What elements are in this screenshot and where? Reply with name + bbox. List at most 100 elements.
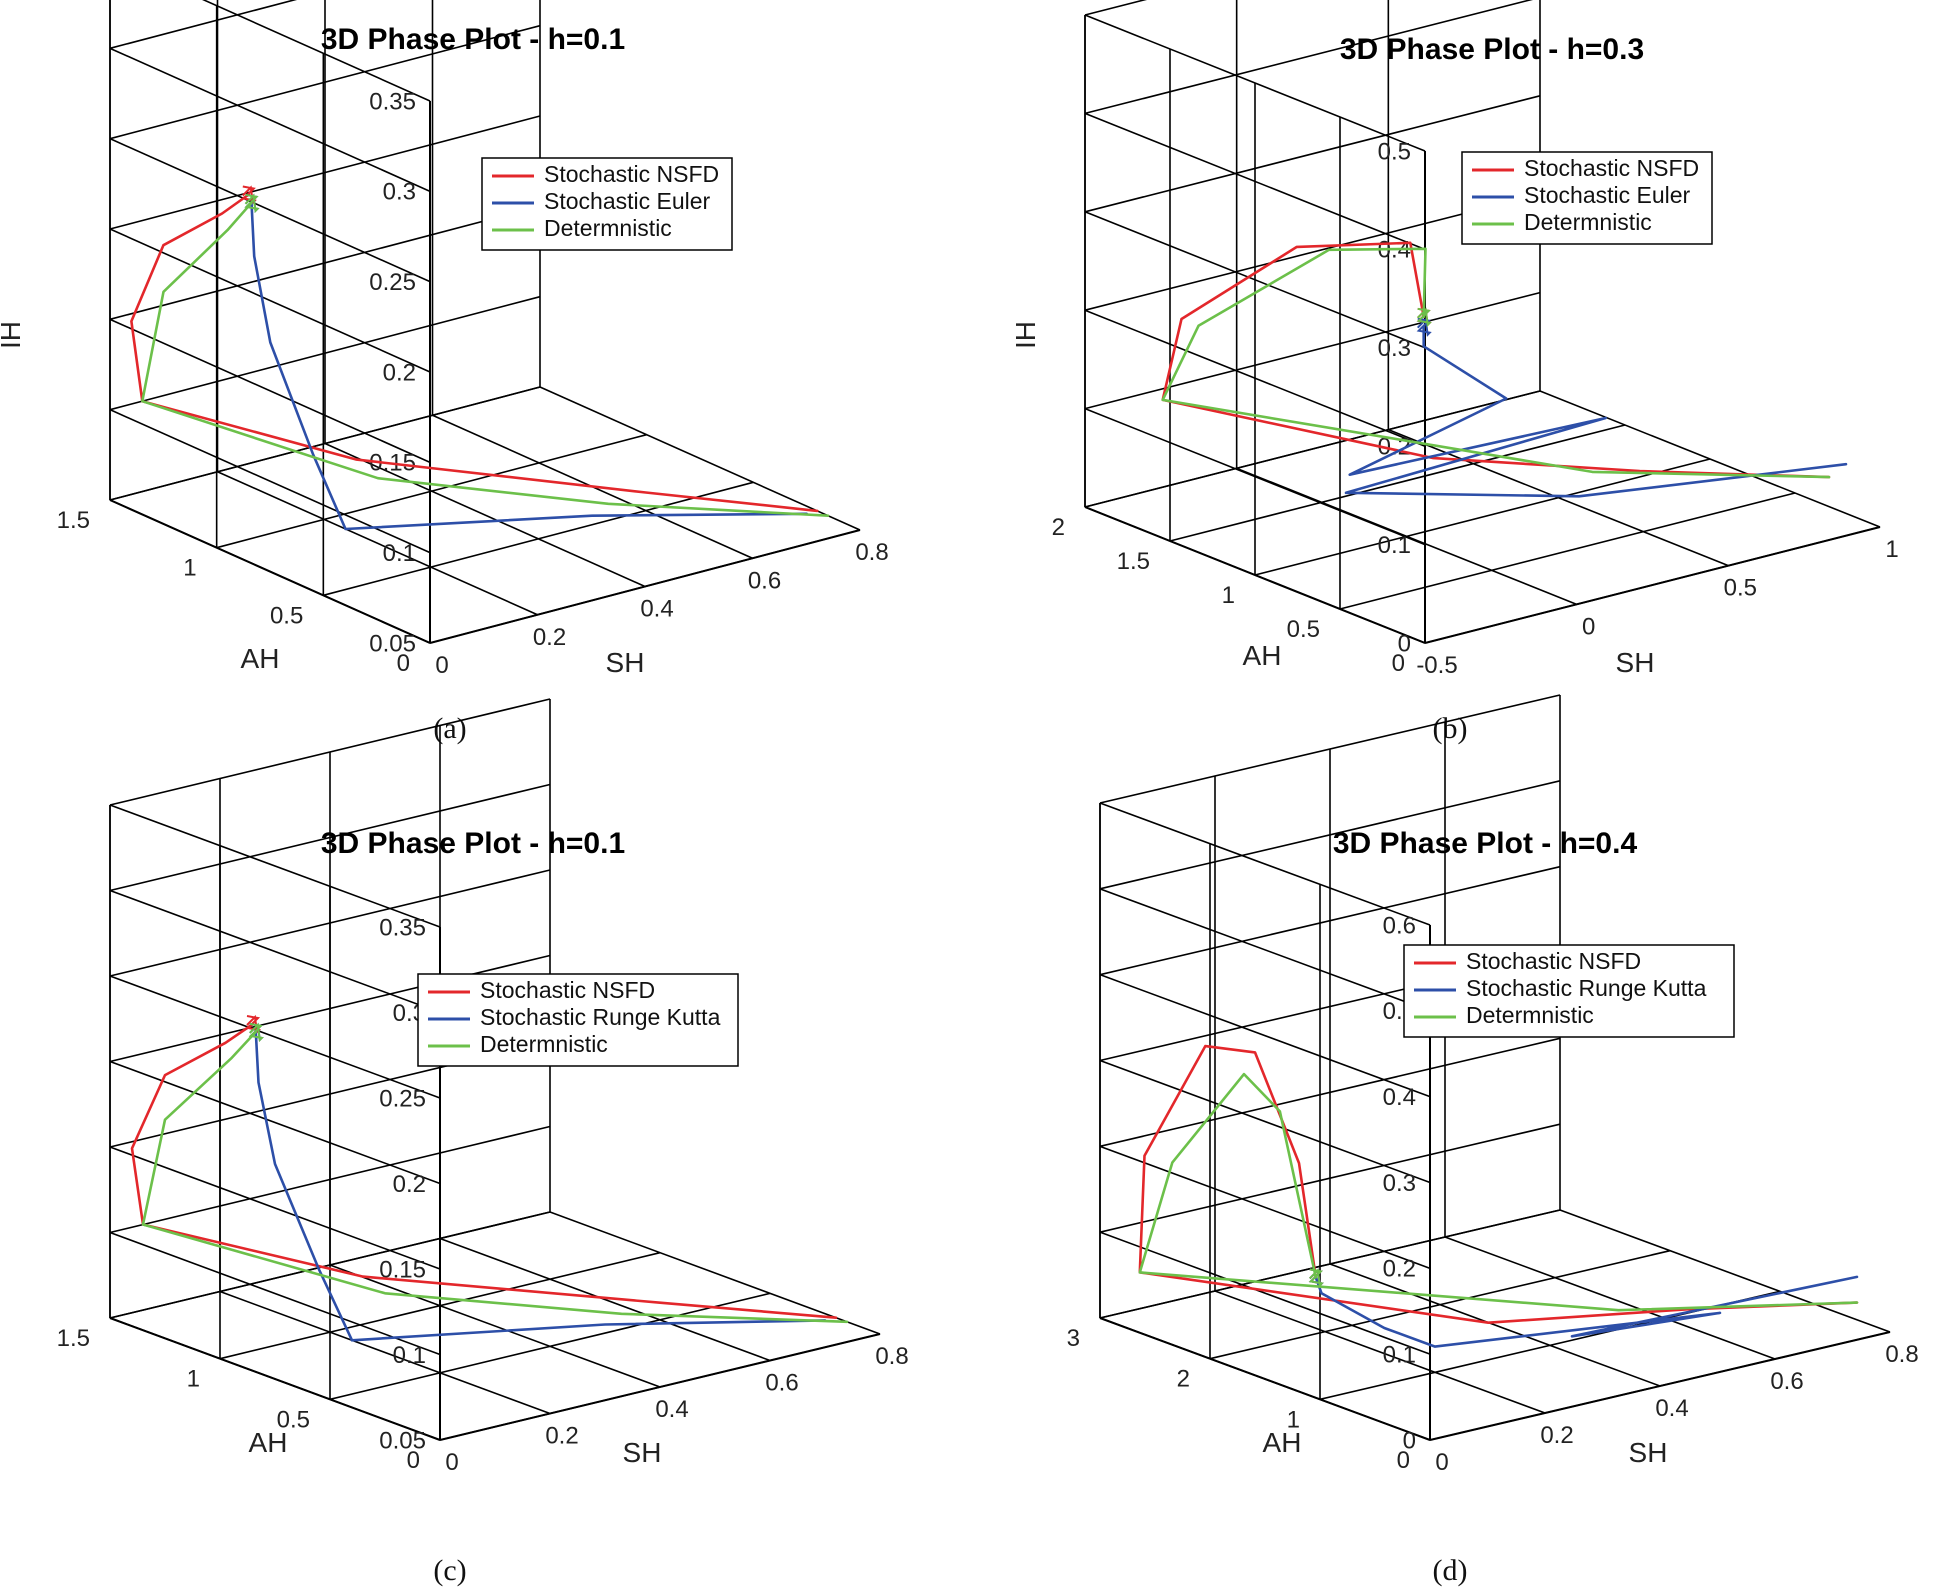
y-tick-label: 1.5	[1117, 548, 1150, 575]
legend-label: Stochastic Euler	[544, 188, 711, 214]
y-axis-label: AH	[1263, 1427, 1302, 1458]
grid-line	[1169, 424, 1626, 542]
x-axis-line	[439, 1333, 881, 1441]
grid-line	[1084, 291, 1541, 410]
legend-label: Stochastic NSFD	[480, 977, 655, 1003]
y-tick-label: 1	[1222, 582, 1235, 609]
grid-line	[109, 889, 441, 1014]
grid-line	[219, 1290, 551, 1415]
attractor-cluster	[1308, 1268, 1324, 1288]
attractor-cluster	[248, 1022, 264, 1043]
y-tick-label: 0	[407, 1447, 420, 1474]
grid-line	[109, 318, 431, 464]
panel-caption: (a)	[433, 712, 466, 745]
series-line	[141, 1030, 849, 1324]
grid-line	[1099, 1059, 1431, 1184]
z-tick-label: 0.3	[383, 179, 416, 206]
axes-box	[1099, 694, 1891, 1441]
y-tick-label: 0.5	[277, 1406, 310, 1433]
y-axis-label: AH	[249, 1427, 288, 1458]
y-axis-line	[109, 499, 431, 644]
x-axis-label: SH	[1616, 647, 1655, 678]
grid-line	[549, 1211, 881, 1335]
z-tick-label: 0.4	[1383, 1084, 1416, 1111]
y-axis-line	[1084, 506, 1426, 644]
legend-label: Stochastic NSFD	[1466, 948, 1641, 974]
grid-line	[1084, 390, 1541, 508]
series-line	[1314, 1275, 1859, 1348]
z-tick-label: 0.2	[393, 1171, 426, 1198]
panel-3: 3D Phase Plot - h=0.1 0 0.2 0.4 0.6 0.8 0 0.5 1 1…	[57, 698, 909, 1587]
grid-line	[324, 442, 646, 588]
z-tick-label: 0.1	[1383, 1342, 1416, 1369]
legend-label: Stochastic Runge Kutta	[480, 1004, 721, 1030]
y-tick-label: 2	[1177, 1366, 1190, 1393]
panel-title: 3D Phase Plot - h=0.3	[1340, 33, 1644, 66]
grid-line	[109, 1231, 441, 1356]
z-tick-label: 0.35	[379, 914, 426, 941]
grid-line	[109, 804, 441, 928]
x-tick-label: 0.5	[1724, 575, 1757, 602]
attractor-cluster	[1416, 307, 1432, 327]
axes-box	[1084, 0, 1881, 644]
grid-line	[1084, 95, 1541, 213]
z-tick-label: 0.2	[383, 359, 416, 386]
grid-line	[217, 471, 538, 616]
grid-line	[1084, 0, 1534, 115]
legend-label: Determnistic	[544, 215, 672, 241]
grid-line	[202, 0, 431, 102]
panel-1: 3D Phase Plot - h=0.1 0 0.2 0.4 0.6 0.8 0 0.5 1 1…	[0, 0, 889, 745]
panel-4: 3D Phase Plot - h=0.4 0 0.2 0.4 0.6 0.8 0 1 2 3 0 0…	[1067, 694, 1919, 1587]
x-tick-label: 0.4	[640, 596, 673, 623]
z-axis-label: IH	[0, 321, 26, 349]
grid-line	[1099, 802, 1431, 926]
y-tick-label: 3	[1067, 1325, 1080, 1352]
x-tick-label: 0.2	[1540, 1422, 1573, 1449]
grid-line	[1099, 1231, 1431, 1355]
z-tick-label: 0.05	[369, 630, 416, 657]
panel-2: 3D Phase Plot - h=0.3-0.500.5100.511.520…	[1010, 0, 1899, 745]
z-tick-label: 0.35	[369, 88, 416, 115]
x-axis-line	[1424, 526, 1881, 644]
legend-label: Stochastic Runge Kutta	[1466, 975, 1707, 1001]
x-tick-label: 0	[435, 652, 448, 679]
grid-line	[1254, 458, 1711, 576]
grid-line	[1084, 0, 1148, 16]
grid-line	[1099, 973, 1431, 1098]
legend-label: Determnistic	[1524, 209, 1652, 235]
series-line	[1161, 241, 1831, 479]
grid-line	[439, 1237, 771, 1362]
legend-label: Determnistic	[1466, 1002, 1594, 1028]
legend-label: Stochastic NSFD	[1524, 155, 1699, 181]
grid-line	[1539, 390, 1881, 528]
y-tick-label: 1.5	[57, 507, 90, 534]
grid-line	[109, 228, 431, 373]
series-line	[250, 201, 808, 531]
grid-line	[109, 1146, 441, 1270]
z-tick-label: 0.05	[379, 1427, 426, 1454]
grid-line	[109, 975, 441, 1099]
legend-box	[417, 973, 739, 1067]
x-axis-line	[429, 529, 861, 644]
y-axis-label: AH	[241, 643, 280, 674]
panel-caption: (c)	[433, 1554, 466, 1587]
y-axis-line	[109, 1317, 441, 1441]
grid-line	[1236, 467, 1577, 606]
panel-title: 3D Phase Plot - h=0.4	[1333, 827, 1638, 860]
series-line	[130, 193, 819, 513]
z-tick-label: 0	[1398, 630, 1411, 657]
series-line	[1344, 325, 1848, 498]
grid-line	[1214, 1290, 1546, 1414]
x-tick-label: 0.8	[1885, 1341, 1918, 1368]
y-tick-label: 0	[1397, 1447, 1410, 1474]
grid-line	[109, 1060, 441, 1185]
legend-label: Stochastic NSFD	[544, 161, 719, 187]
x-tick-label: 1	[1885, 536, 1898, 563]
z-tick-label: 0.3	[1378, 335, 1411, 362]
y-tick-label: 2	[1052, 514, 1065, 541]
z-tick-label: 0.5	[1378, 138, 1411, 165]
y-tick-label: 0.5	[270, 602, 303, 629]
